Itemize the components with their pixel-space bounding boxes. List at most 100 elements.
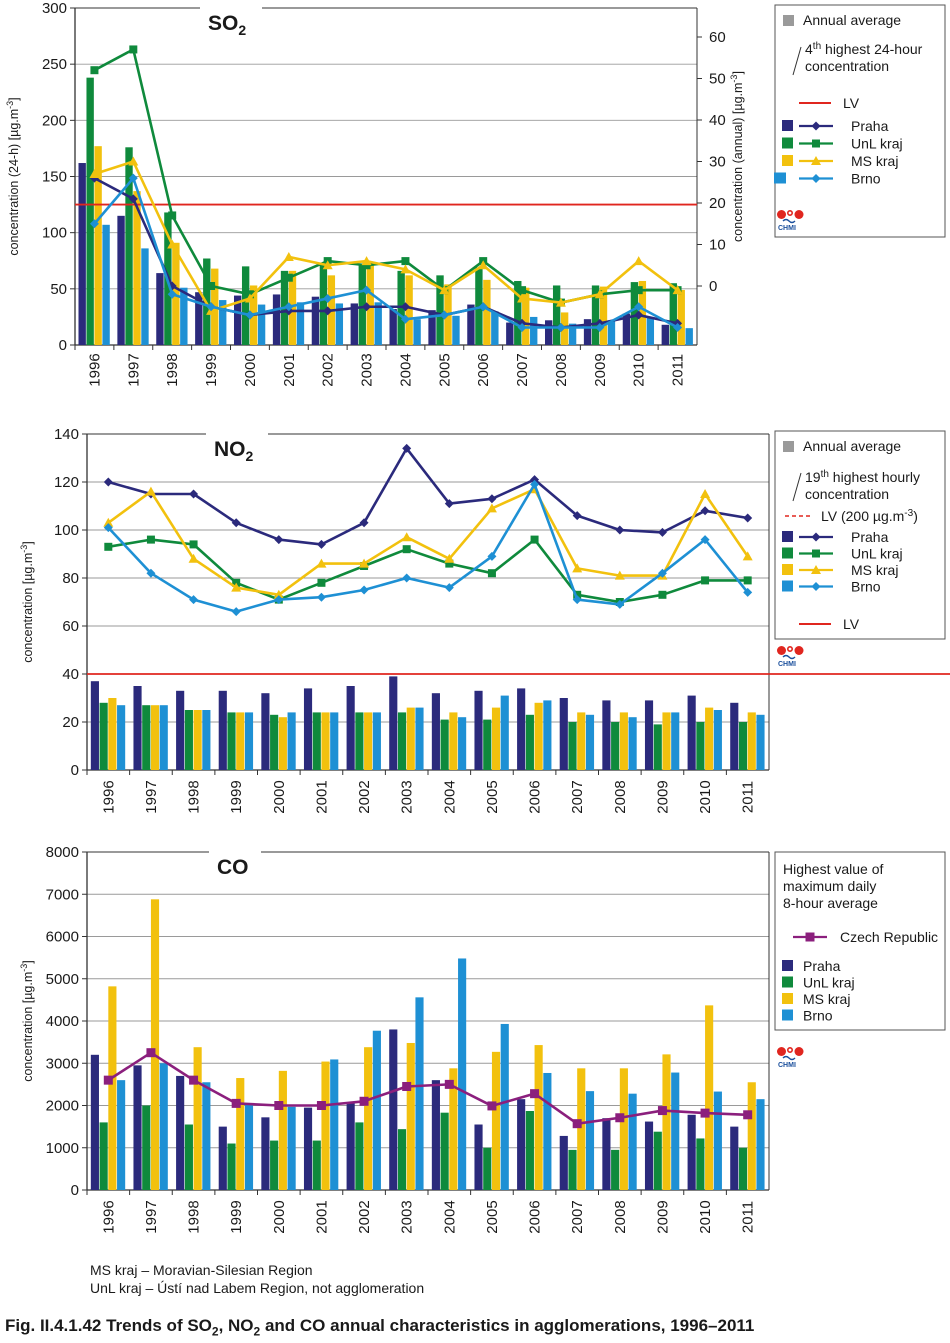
bar-brno-2002 [372,1030,381,1190]
ytick-label-0: 0 [71,1182,79,1199]
point-ms-kraj-2007 [517,293,528,303]
chmi-logo-dot-right [794,1047,804,1056]
point-brno-2005 [439,310,449,320]
bar-brno-1999 [219,300,227,345]
point-brno-1998 [189,595,199,605]
line-ms-kraj [94,160,679,313]
bar-brno-2009 [671,1072,680,1190]
point-ms-kraj-2011 [672,285,683,295]
legend-series-1: UnL kraj [851,546,903,562]
bar-praha-2007 [559,1135,568,1190]
line-praha [107,447,748,546]
legend-cz: Czech Republic [840,929,938,945]
legend-series-0: Praha [851,529,889,545]
point-brno-1996 [89,219,99,229]
point-czech-republic-2003 [402,1081,412,1091]
bar-praha-2008 [544,320,553,345]
bar-ms-kraj-2006 [483,279,491,345]
legend-bar-swatch-1 [782,137,793,149]
line-brno [93,176,679,329]
xtick-label-2006: 2006 [527,780,544,813]
bar-praha-2001 [303,1107,313,1190]
point-czech-republic-1998 [189,1075,199,1085]
legend-annual-swatch [783,441,794,452]
bar-unl-kraj-2005 [483,719,492,770]
bar-brno-2005 [500,1023,509,1190]
bar-ms-kraj-2011 [677,289,685,345]
xtick-label-2001: 2001 [281,353,298,386]
bar-brno-2007 [585,1091,595,1190]
xtick-label-1996: 1996 [86,353,103,386]
bar-brno-2009 [671,712,680,770]
bar-unl-kraj-2002 [319,264,328,345]
point-ms-kraj-1997 [128,156,139,166]
bar-praha-2003 [389,676,398,770]
point-ms-kraj-2008 [614,570,625,580]
legend-bar-swatch-3 [782,580,793,592]
legend-series-1: UnL kraj [851,136,903,152]
point-unl-kraj-1996 [90,66,99,75]
point-praha-1997 [128,194,138,204]
point-ms-kraj-2007 [572,563,583,573]
chmi-logo-dot-left [777,210,786,219]
point-ms-kraj-2004 [444,553,455,563]
y2tick-label-0: 0 [709,278,717,295]
legend-lv200: LV (200 µg.m-3) [821,508,918,524]
ytick-label-4000: 4000 [46,1013,79,1030]
point-praha-2001 [316,539,326,549]
point-praha-2005 [487,494,497,504]
xtick-label-2011: 2011 [670,354,687,386]
ytick-label-40: 40 [62,666,79,683]
chmi-logo-text: CHMI [778,1062,796,1069]
bar-unl-kraj-2011 [669,283,677,345]
bar-ms-kraj-2007 [577,1068,586,1190]
bar-ms-kraj-2000 [278,1070,287,1190]
bar-praha-1999 [218,1126,227,1190]
legend-annual-average: Annual average [803,438,901,454]
bar-praha-2003 [350,303,358,345]
bar-praha-2009 [644,1121,654,1190]
bar-praha-2000 [233,295,242,345]
xtick-label-2008: 2008 [553,353,570,386]
point-brno-2011 [673,323,683,332]
caption-suffix: and CO annual characteristics in agglome… [260,1316,755,1335]
bar-unl-kraj-2010 [696,722,705,770]
y-axis-label: concentration (24-h) [µg.m-3] [5,97,21,255]
xtick-label-2001: 2001 [313,1200,330,1233]
bar-ms-kraj-2009 [599,286,608,345]
point-czech-republic-2008 [615,1113,625,1123]
ytick-label-50: 50 [50,281,67,298]
chmi-logo-ring [786,210,793,217]
legend-line-swatch-0-marker [811,532,821,542]
point-praha-2003 [402,443,412,453]
bar-praha-2007 [559,698,568,770]
bar-ms-kraj-2003 [406,1042,415,1190]
legend-19th-line2: concentration [805,486,889,502]
point-ms-kraj-2000 [244,293,255,303]
point-ms-kraj-2009 [594,289,605,299]
bar-brno-2003 [415,997,424,1190]
note-unl-kraj: UnL kraj – Ústí nad Labem Region, not ag… [90,1280,425,1296]
bar-praha-2004 [431,693,440,770]
bar-brno-2006 [491,311,499,345]
point-brno-2002 [323,293,333,303]
legend-box [774,4,946,238]
point-czech-republic-2007 [572,1119,582,1129]
bar-ms-kraj-2006 [534,702,543,770]
bar-unl-kraj-2007 [568,1149,577,1190]
legend-box [774,851,946,1031]
xtick-label-2011: 2011 [740,781,757,813]
bar-praha-1998 [176,690,185,770]
bar-brno-2001 [330,712,339,770]
bar-unl-kraj-2008 [611,722,620,770]
point-brno-2009 [595,323,605,332]
bar-brno-1999 [244,1103,254,1190]
bar-brno-2011 [685,328,693,345]
bar-ms-kraj-2005 [491,1051,501,1190]
point-unl-kraj-2003 [402,545,411,554]
legend-4th-line [792,46,802,76]
point-brno-2008 [556,323,566,332]
bar-unl-kraj-2009 [653,1131,662,1190]
